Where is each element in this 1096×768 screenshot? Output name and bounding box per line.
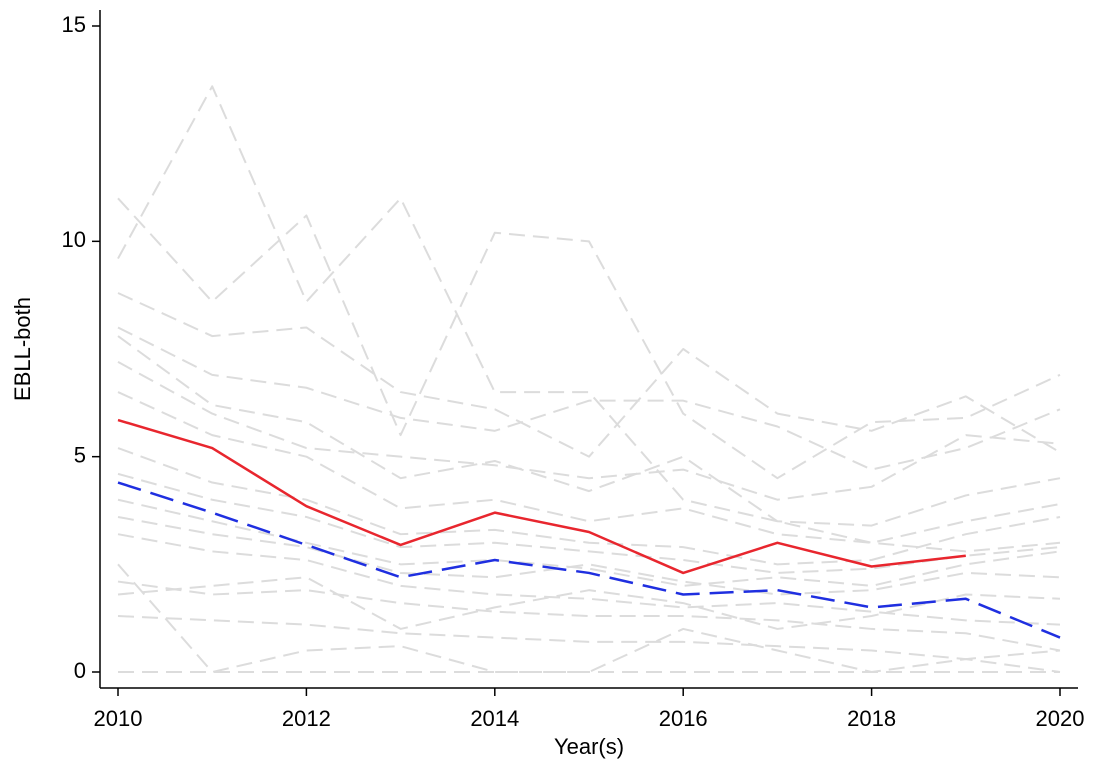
series-line (117, 533, 1061, 626)
x-tick-label: 2016 (659, 706, 708, 731)
x-tick-label: 2014 (470, 706, 519, 731)
x-tick-label: 2018 (847, 706, 896, 731)
y-tick-label: 10 (62, 227, 86, 252)
series-line (117, 615, 1061, 673)
series-line (117, 197, 1061, 480)
series-line (117, 326, 1061, 471)
series-line (117, 481, 1061, 639)
series-line (117, 447, 1061, 566)
series-line (117, 515, 1061, 596)
series-line (117, 418, 966, 575)
x-tick-label: 2020 (1036, 706, 1085, 731)
series-line (117, 563, 1061, 673)
series-line (117, 472, 1061, 574)
y-axis-label: EBLL-both (10, 297, 35, 401)
y-tick-label: 0 (74, 658, 86, 683)
y-tick-label: 5 (74, 442, 86, 467)
x-tick-label: 2012 (282, 706, 331, 731)
series-line (117, 576, 1061, 630)
series-line (117, 335, 1061, 527)
series-line (117, 580, 1061, 652)
series-line (117, 498, 1061, 587)
x-tick-label: 2010 (94, 706, 143, 731)
y-tick-label: 15 (62, 12, 86, 37)
series-line (117, 391, 1061, 544)
x-axis-label: Year(s) (554, 734, 624, 759)
series-line (117, 361, 1061, 501)
series-line (117, 85, 1061, 553)
series-line (117, 292, 1061, 458)
